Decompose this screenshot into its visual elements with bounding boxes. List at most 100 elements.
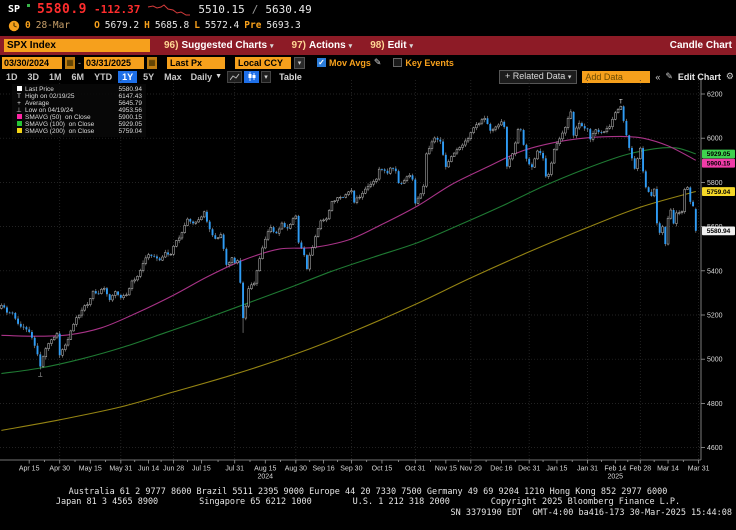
- menu-item-suggested-charts[interactable]: 96) Suggested Charts ▾: [164, 40, 274, 51]
- range-high: 5630.49: [265, 3, 312, 16]
- ma100-line: [1, 146, 696, 375]
- session-stats: 0 28-Mar O 5679.2 H 5685.8 L 5572.4 Pre …: [8, 18, 301, 33]
- svg-text:Apr 30: Apr 30: [49, 466, 70, 473]
- price-chart-canvas[interactable]: 620060005800560054005200500048004600Apr …: [0, 78, 736, 482]
- legend-label: SMAVG (200) on Close: [25, 128, 95, 135]
- range-button-ytd[interactable]: YTD: [94, 71, 113, 82]
- gear-icon[interactable]: ⚙: [725, 71, 734, 81]
- svg-text:Nov 15: Nov 15: [435, 466, 457, 473]
- legend-row: ⊥ Low on 04/19/24 4953.56: [16, 107, 142, 114]
- add-data-input[interactable]: [582, 70, 651, 83]
- svg-text:Dec 31: Dec 31: [518, 466, 540, 473]
- axis-price-badge: [702, 149, 735, 159]
- svg-text:Jul 15: Jul 15: [192, 466, 211, 473]
- legend-value: 6147.43: [118, 93, 143, 100]
- calendar-icon[interactable]: ▦: [65, 56, 75, 69]
- legend-label: Average: [25, 100, 50, 107]
- svg-text:2025: 2025: [607, 474, 623, 481]
- svg-text:Apr 15: Apr 15: [19, 466, 40, 473]
- footer-contact-line2: Japan 81 3 4565 8900 Singapore 65 6212 1…: [55, 497, 681, 507]
- menu-item-actions[interactable]: 97) Actions ▾: [292, 40, 353, 51]
- range-button-3d[interactable]: 3D: [27, 71, 40, 82]
- currency-select[interactable]: Local CCY: [235, 56, 291, 69]
- svg-text:5800: 5800: [707, 180, 723, 187]
- range-button-6m[interactable]: 6M: [71, 71, 85, 82]
- svg-text:5400: 5400: [707, 268, 723, 275]
- svg-text:5200: 5200: [707, 313, 723, 320]
- svg-text:Oct 31: Oct 31: [405, 466, 426, 473]
- session-prefix: 0: [25, 20, 31, 31]
- range-separator: /: [251, 3, 259, 16]
- legend-glyph: +: [17, 100, 21, 107]
- range-button-max[interactable]: Max: [164, 71, 182, 82]
- svg-text:5580.94: 5580.94: [707, 228, 731, 235]
- footer-terminal-info: SN 3379190 EDT GMT-4:00 ba416-173 30-Mar…: [450, 508, 732, 518]
- axis-price-badge: [702, 226, 735, 236]
- legend-swatch: [16, 114, 22, 121]
- menu-item-edit[interactable]: 98) Edit ▾: [370, 40, 413, 51]
- security-input[interactable]: [4, 39, 150, 52]
- legend-row: SMAVG (200) on Close 5759.04: [16, 128, 142, 135]
- quote-header: SP 5580.9 -112.37 5510.15 / 5630.49: [8, 1, 312, 18]
- range-button-5y[interactable]: 5Y: [143, 71, 155, 82]
- svg-text:Dec 16: Dec 16: [490, 466, 512, 473]
- line-chart-button[interactable]: [227, 70, 243, 83]
- svg-text:6000: 6000: [707, 136, 723, 143]
- legend-value: 4953.56: [118, 107, 143, 114]
- svg-text:Mar 14: Mar 14: [657, 466, 679, 473]
- axis-price-badge: [702, 187, 735, 196]
- legend-value: 5929.05: [118, 121, 143, 128]
- line-chart-icon: [229, 73, 239, 80]
- pencil-icon[interactable]: ✎: [373, 57, 382, 67]
- chevron-down-icon[interactable]: ▾: [294, 56, 305, 69]
- pencil-icon[interactable]: ✎: [665, 71, 673, 81]
- candle-chart-button[interactable]: [244, 70, 260, 83]
- menu-item-label: Suggested Charts: [181, 40, 268, 51]
- key-events-checkbox[interactable]: [393, 58, 403, 67]
- calendar-icon[interactable]: ▦: [147, 56, 157, 69]
- clock-icon: [8, 20, 20, 31]
- tick-indicator-icon: [27, 4, 31, 7]
- svg-text:May 15: May 15: [79, 466, 102, 473]
- frequency-select[interactable]: Daily ▼: [188, 72, 225, 82]
- chart-style-dropdown[interactable]: ▾: [261, 70, 272, 83]
- svg-text:5929.05: 5929.05: [707, 151, 731, 158]
- legend-value: 5645.79: [118, 100, 143, 107]
- svg-text:2024: 2024: [257, 474, 273, 481]
- svg-text:Jun 14: Jun 14: [138, 466, 159, 473]
- table-button[interactable]: Table: [279, 71, 302, 82]
- key-events-label: Key Events: [405, 57, 454, 68]
- menu-items: 96) Suggested Charts ▾ 97) Actions ▾ 98) Edit ▾: [164, 40, 413, 51]
- date-from-input[interactable]: [2, 56, 62, 69]
- last-price: 5580.9: [37, 2, 88, 17]
- chart-legend: Last Price 5580.94 T High on 02/19/25 6147.4…: [12, 84, 146, 137]
- date-to-input[interactable]: [84, 56, 144, 69]
- ma50-line: [1, 135, 697, 337]
- edit-chart-button[interactable]: Edit Chart: [677, 71, 721, 82]
- prev-value: 5693.3: [266, 20, 301, 31]
- mov-avgs-label: Mov Avgs: [329, 57, 371, 68]
- related-data-button[interactable]: + Related Data ▾: [498, 69, 578, 84]
- collapse-icon[interactable]: «: [655, 71, 661, 82]
- svg-text:Jul 31: Jul 31: [225, 466, 244, 473]
- range-button-1d[interactable]: 1D: [6, 71, 18, 82]
- legend-swatch: [16, 121, 22, 128]
- chevron-down-icon: ▾: [348, 42, 353, 50]
- svg-text:Sep 16: Sep 16: [313, 466, 335, 473]
- candle-chart-icon: [248, 72, 256, 81]
- mov-avgs-checkbox[interactable]: ✓: [317, 58, 326, 67]
- price-field-select[interactable]: Last Px: [167, 56, 225, 69]
- legend-label: SMAVG (100) on Close: [25, 121, 95, 128]
- chevron-down-icon: ▾: [567, 73, 572, 81]
- legend-row: + Average 5645.79: [16, 100, 142, 107]
- range-button-1y[interactable]: 1Y: [118, 70, 138, 83]
- legend-label: Low on 04/19/24: [25, 107, 74, 114]
- low-label: L: [194, 20, 200, 31]
- svg-text:5000: 5000: [707, 357, 723, 364]
- svg-text:6200: 6200: [707, 92, 723, 99]
- legend-label: Last Price: [25, 86, 54, 93]
- svg-text:4800: 4800: [707, 401, 723, 408]
- svg-text:Aug 15: Aug 15: [254, 466, 276, 473]
- range-button-1m[interactable]: 1M: [49, 71, 62, 82]
